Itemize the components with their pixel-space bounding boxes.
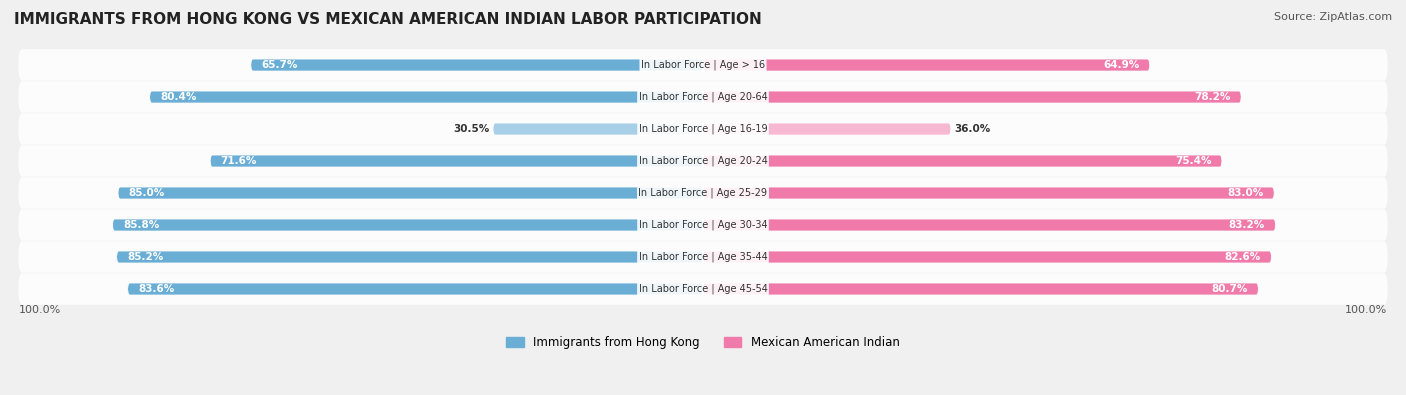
FancyBboxPatch shape: [252, 59, 703, 71]
Text: 80.7%: 80.7%: [1212, 284, 1249, 294]
FancyBboxPatch shape: [18, 81, 1388, 113]
Text: 83.2%: 83.2%: [1229, 220, 1265, 230]
Text: 30.5%: 30.5%: [454, 124, 489, 134]
FancyBboxPatch shape: [18, 49, 1388, 81]
Legend: Immigrants from Hong Kong, Mexican American Indian: Immigrants from Hong Kong, Mexican Ameri…: [502, 331, 904, 354]
Text: In Labor Force | Age 25-29: In Labor Force | Age 25-29: [638, 188, 768, 198]
Text: 83.0%: 83.0%: [1227, 188, 1264, 198]
Text: In Labor Force | Age 30-34: In Labor Force | Age 30-34: [638, 220, 768, 230]
FancyBboxPatch shape: [703, 91, 1241, 103]
Text: In Labor Force | Age 20-64: In Labor Force | Age 20-64: [638, 92, 768, 102]
Text: In Labor Force | Age 16-19: In Labor Force | Age 16-19: [638, 124, 768, 134]
FancyBboxPatch shape: [703, 251, 1271, 263]
FancyBboxPatch shape: [112, 219, 703, 231]
FancyBboxPatch shape: [703, 283, 1258, 295]
Text: 64.9%: 64.9%: [1102, 60, 1139, 70]
Text: 71.6%: 71.6%: [221, 156, 257, 166]
FancyBboxPatch shape: [703, 219, 1275, 231]
FancyBboxPatch shape: [703, 155, 1222, 167]
FancyBboxPatch shape: [211, 155, 703, 167]
FancyBboxPatch shape: [18, 209, 1388, 241]
Text: IMMIGRANTS FROM HONG KONG VS MEXICAN AMERICAN INDIAN LABOR PARTICIPATION: IMMIGRANTS FROM HONG KONG VS MEXICAN AME…: [14, 12, 762, 27]
Text: 80.4%: 80.4%: [160, 92, 197, 102]
Text: In Labor Force | Age 20-24: In Labor Force | Age 20-24: [638, 156, 768, 166]
FancyBboxPatch shape: [118, 187, 703, 199]
Text: 78.2%: 78.2%: [1194, 92, 1230, 102]
FancyBboxPatch shape: [18, 273, 1388, 305]
FancyBboxPatch shape: [18, 145, 1388, 177]
FancyBboxPatch shape: [703, 187, 1274, 199]
FancyBboxPatch shape: [18, 177, 1388, 209]
Text: In Labor Force | Age 35-44: In Labor Force | Age 35-44: [638, 252, 768, 262]
Text: 85.0%: 85.0%: [128, 188, 165, 198]
Text: In Labor Force | Age > 16: In Labor Force | Age > 16: [641, 60, 765, 70]
FancyBboxPatch shape: [117, 251, 703, 263]
FancyBboxPatch shape: [128, 283, 703, 295]
Text: 75.4%: 75.4%: [1175, 156, 1212, 166]
FancyBboxPatch shape: [18, 241, 1388, 273]
FancyBboxPatch shape: [494, 123, 703, 135]
Text: 85.2%: 85.2%: [127, 252, 163, 262]
FancyBboxPatch shape: [703, 123, 950, 135]
Text: 85.8%: 85.8%: [122, 220, 159, 230]
Text: 36.0%: 36.0%: [955, 124, 990, 134]
Text: 100.0%: 100.0%: [1346, 305, 1388, 315]
FancyBboxPatch shape: [150, 91, 703, 103]
Text: 100.0%: 100.0%: [18, 305, 60, 315]
FancyBboxPatch shape: [703, 59, 1150, 71]
Text: In Labor Force | Age 45-54: In Labor Force | Age 45-54: [638, 284, 768, 294]
Text: 83.6%: 83.6%: [138, 284, 174, 294]
Text: 82.6%: 82.6%: [1225, 252, 1261, 262]
Text: Source: ZipAtlas.com: Source: ZipAtlas.com: [1274, 12, 1392, 22]
FancyBboxPatch shape: [18, 113, 1388, 145]
Text: 65.7%: 65.7%: [262, 60, 298, 70]
